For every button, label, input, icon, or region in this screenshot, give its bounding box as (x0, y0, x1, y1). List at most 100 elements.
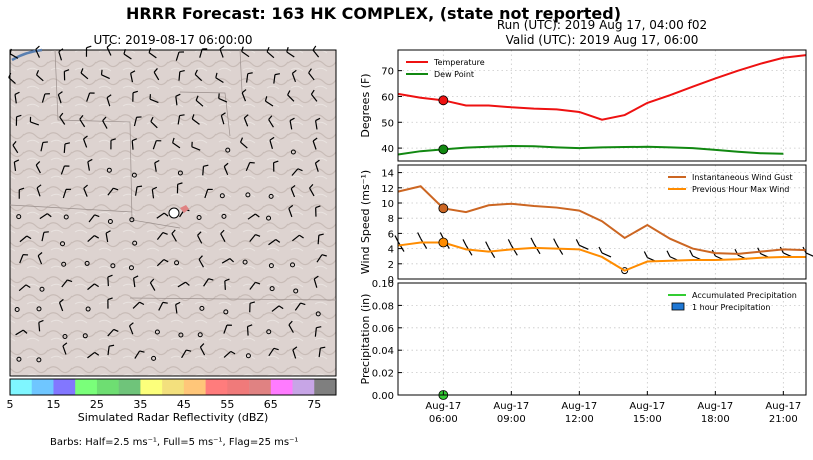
legend-label: Temperature (433, 58, 485, 67)
calm-wind-marker (245, 353, 251, 359)
wind-barb-flag (230, 350, 236, 355)
wind-barb-flag (14, 91, 20, 95)
colorbar-swatch (31, 379, 54, 395)
wind-barb (223, 324, 228, 334)
wind-barb-flag (102, 116, 107, 122)
wind-barb (171, 233, 177, 242)
wind-barb (59, 116, 66, 125)
wind-barb (153, 71, 160, 81)
wind-barb (317, 235, 320, 245)
map-title: UTC: 2019-08-17 06:00:00 (93, 33, 253, 47)
legend-label: Dew Point (434, 70, 474, 79)
wind-barb (310, 93, 318, 102)
wind-barb-flag (320, 346, 326, 349)
wind-barb-flag (219, 45, 225, 50)
wind-barb-flag (136, 185, 143, 188)
colorbar-swatch (162, 379, 185, 395)
calm-wind-marker (174, 260, 180, 266)
calm-wind-marker (63, 214, 69, 220)
calm-wind-marker (225, 147, 231, 153)
wind-barb (308, 72, 315, 81)
wind-barb-flag (199, 343, 205, 348)
wind-barb-flag (318, 233, 324, 236)
plot-area (398, 283, 806, 395)
wind-barb-flag (175, 301, 181, 306)
wind-barb (291, 168, 299, 176)
x-tick-label: 21:00 (769, 414, 798, 425)
y-tick-label: 70 (381, 67, 394, 78)
wind-barb-flag (130, 70, 136, 74)
wind-barb-flag (43, 231, 49, 233)
calm-wind-marker (245, 192, 251, 198)
wind-barb (39, 213, 48, 220)
y-tick-label: 2 (388, 260, 394, 271)
wind-barb-flag (208, 278, 214, 281)
wind-barb-flag (312, 137, 318, 142)
colorbar-label: Simulated Radar Reflectivity (dBZ) (77, 411, 269, 424)
wind-barb (318, 348, 321, 358)
calm-wind-marker (14, 307, 20, 313)
wind-barb (14, 94, 17, 104)
wind-barb (194, 73, 203, 82)
wind-barb-flag (666, 250, 671, 258)
wind-barb-flag (239, 137, 244, 143)
y-tick-label: 0.10 (372, 279, 394, 290)
wind-barb (202, 166, 205, 176)
series-line-1 (397, 54, 807, 121)
wind-barb-flag (22, 329, 28, 334)
plot-frame (397, 282, 807, 396)
calm-wind-marker (268, 193, 274, 199)
colorbar-swatch (205, 379, 228, 395)
wind-barb-flag (186, 349, 192, 352)
wind-barb-flag (149, 278, 155, 284)
wind-barb (149, 98, 159, 104)
wind-barb (197, 235, 203, 244)
calm-wind-marker (16, 214, 22, 220)
wind-barb-flag (315, 159, 320, 164)
wind-barb (175, 304, 178, 314)
wind-barb-flag (16, 114, 22, 118)
x-tick-label: Aug-17 (493, 401, 529, 412)
wind-barb (286, 51, 295, 58)
x-tick-label: Aug-17 (765, 401, 801, 412)
wind-barb (195, 99, 204, 107)
wind-barb (175, 96, 178, 106)
wind-barb (288, 208, 293, 218)
wind-barb-flag (59, 112, 64, 118)
wind-barb (177, 281, 186, 288)
wind-barb-flag (163, 258, 169, 263)
wind-barb-flag (269, 136, 275, 141)
wind-barb-flag (12, 140, 17, 146)
wind-barb-flag (79, 115, 84, 120)
y-tick-label: 10 (381, 199, 394, 210)
y-tick-label: 4 (388, 245, 394, 256)
wind-barb-flag (195, 95, 199, 101)
wind-barb-flag (315, 205, 321, 209)
wind-barb (12, 144, 19, 154)
wind-barb (294, 302, 302, 311)
wind-barb-flag (162, 231, 168, 235)
wind-barb-flag (288, 204, 294, 209)
wind-barb-map: 5 15 25 35 45 55 65 75 (7, 43, 337, 410)
wind-barb-flag (35, 70, 40, 76)
wind-barb-flag (94, 283, 99, 288)
wind-barb (131, 140, 134, 150)
wind-barb-flag (300, 302, 306, 306)
x-tick-label: Aug-17 (425, 401, 461, 412)
legend-label: Instantaneous Wind Gust (692, 173, 793, 182)
wind-barb-flag (177, 182, 183, 185)
wind-barb-flag (553, 238, 558, 245)
y-axis-label: Degrees (F) (359, 73, 372, 137)
wind-barb-flag (310, 89, 315, 95)
current-time-marker (438, 144, 449, 155)
wind-barb (314, 327, 317, 337)
wind-barb-flag (58, 91, 63, 96)
wind-barb (397, 241, 405, 252)
wind-barb-flag (289, 117, 295, 122)
wind-barb (271, 305, 280, 312)
fire-location-marker (168, 207, 180, 219)
calm-wind-marker (219, 193, 225, 199)
wind-barb (149, 282, 156, 291)
wind-barb (82, 138, 88, 148)
y-tick-label: 40 (381, 144, 394, 155)
